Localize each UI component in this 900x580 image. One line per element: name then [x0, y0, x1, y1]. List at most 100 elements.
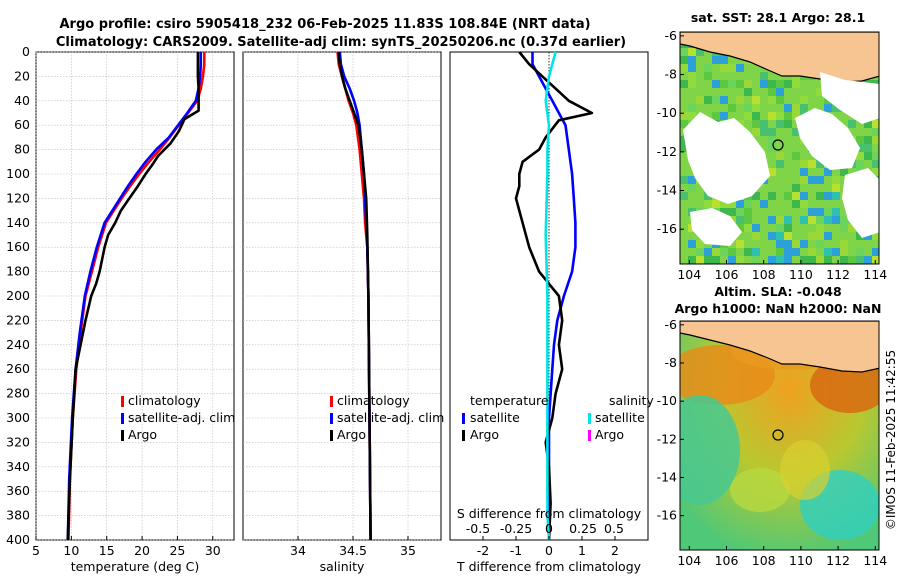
sst-cell [768, 136, 776, 144]
sst-cell [848, 120, 856, 128]
sst-cell [776, 88, 784, 96]
argo-position-marker [772, 429, 784, 441]
y-tick-label: -8 [665, 67, 678, 82]
sst-cell [784, 224, 792, 232]
sst-cell [688, 176, 696, 184]
top-tick-label: -0.25 [500, 521, 532, 536]
sst-cell [808, 248, 816, 256]
sst-cell [816, 160, 824, 168]
sst-cell [832, 104, 840, 112]
sst-map-axes: 104 106 108 110 112 114 -6 -8 -10 -12 -14 -16 [657, 28, 888, 282]
sst-cell [800, 168, 808, 176]
y-tick-label: 340 [6, 459, 30, 474]
java-land [680, 321, 879, 373]
x-tick-label: 108 [752, 553, 776, 568]
sst-cell [744, 200, 752, 208]
sst-cell [872, 248, 879, 256]
sst-cell [792, 112, 800, 120]
sst-cell [728, 104, 736, 112]
sst-cell [680, 80, 688, 88]
x-tick-label: 106 [715, 553, 739, 568]
y-tick-label: -8 [665, 355, 678, 370]
sst-cell [680, 56, 688, 64]
sst-cell [808, 160, 816, 168]
sst-cell [768, 80, 776, 88]
difference-top-label: S difference from climatology [457, 506, 642, 521]
sst-cell [840, 216, 848, 224]
imos-credit: ©IMOS 11-Feb-2025 11:42:55 [884, 350, 898, 530]
sla-map: 104 106 108 110 112 114 -6 -8 -10 -12 -14 -16 [657, 317, 888, 568]
y-tick-label: -12 [657, 144, 677, 159]
sst-cell [784, 232, 792, 240]
sst-cell [768, 168, 776, 176]
legend-mark-argo [121, 430, 124, 441]
sst-cell [784, 104, 792, 112]
legend-argo: Argo [128, 427, 157, 442]
sst-cell [728, 80, 736, 88]
x-tick-label: 114 [863, 553, 887, 568]
sst-cell [784, 248, 792, 256]
y-tick-label: 100 [6, 166, 30, 181]
legend-s-argo: Argo [595, 427, 624, 442]
sst-cell [832, 208, 840, 216]
sst-cell [720, 248, 728, 256]
x-tick-label: 114 [863, 267, 887, 282]
sst-cell [696, 48, 704, 56]
sst-cell [864, 256, 872, 264]
sst-cell [688, 64, 696, 72]
x-tick-label: 30 [205, 543, 221, 558]
sst-cell [680, 144, 688, 152]
y-tick-label: 140 [6, 215, 30, 230]
sst-cell [792, 184, 800, 192]
sst-cell [792, 240, 800, 248]
sst-cell [688, 112, 696, 120]
sst-cell [840, 248, 848, 256]
sst-cell [792, 128, 800, 136]
sst-cell [872, 128, 879, 136]
legend-mark-argo [330, 430, 333, 441]
sst-cell [864, 152, 872, 160]
sla-map-axes: 104 106 108 110 112 114 -6 -8 -10 -12 -14 -16 [657, 317, 888, 568]
sst-cell [840, 256, 848, 264]
sst-cell [800, 216, 808, 224]
sst-missing-data [683, 112, 770, 204]
sst-cell [784, 80, 792, 88]
difference-top-axis: -0.5 -0.25 0 0.25 0.5 [466, 521, 624, 536]
sst-cell [800, 96, 808, 104]
sst-cell [824, 192, 832, 200]
sst-cell [776, 112, 784, 120]
y-tick-label: -6 [665, 28, 678, 43]
sst-cell [776, 232, 784, 240]
salinity-x-axis: 34 34.5 35 [290, 536, 416, 558]
sst-cell [800, 104, 808, 112]
top-tick-label: -0.5 [466, 521, 490, 536]
sst-cell [744, 224, 752, 232]
figure-title-1: Argo profile: csiro 5905418_232 06-Feb-2… [59, 17, 590, 32]
sst-cell [704, 248, 712, 256]
sst-cell [712, 112, 720, 120]
series-line-argo [337, 51, 372, 541]
sst-cell [832, 176, 840, 184]
sst-cell [800, 240, 808, 248]
sst-cell [720, 112, 728, 120]
sst-cell [776, 224, 784, 232]
sst-map: 104 106 108 110 112 114 -6 -8 -10 -12 -14 -16 [657, 28, 888, 282]
sst-cell [744, 104, 752, 112]
sst-cell [824, 104, 832, 112]
sst-cell [752, 192, 760, 200]
legend-t-satellite: satellite [470, 410, 520, 425]
sst-cell [768, 88, 776, 96]
y-tick-label: 280 [6, 386, 30, 401]
depth-axis: 0 20 40 60 80 100 120 140 160 180 200 220 240 260 280 3… [6, 44, 30, 547]
sst-cell [832, 184, 840, 192]
x-tick-label: 34 [290, 543, 306, 558]
top-tick-label: 0.25 [569, 521, 597, 536]
sst-cell [800, 200, 808, 208]
sst-cell [816, 224, 824, 232]
temperature-x-axis: 5 10 15 20 25 30 [32, 536, 221, 558]
temperature-x-label: temperature (deg C) [71, 559, 200, 574]
legend-mark-s-argo [588, 430, 591, 441]
sst-cell [840, 240, 848, 248]
legend-mark-s-satellite [588, 413, 591, 424]
